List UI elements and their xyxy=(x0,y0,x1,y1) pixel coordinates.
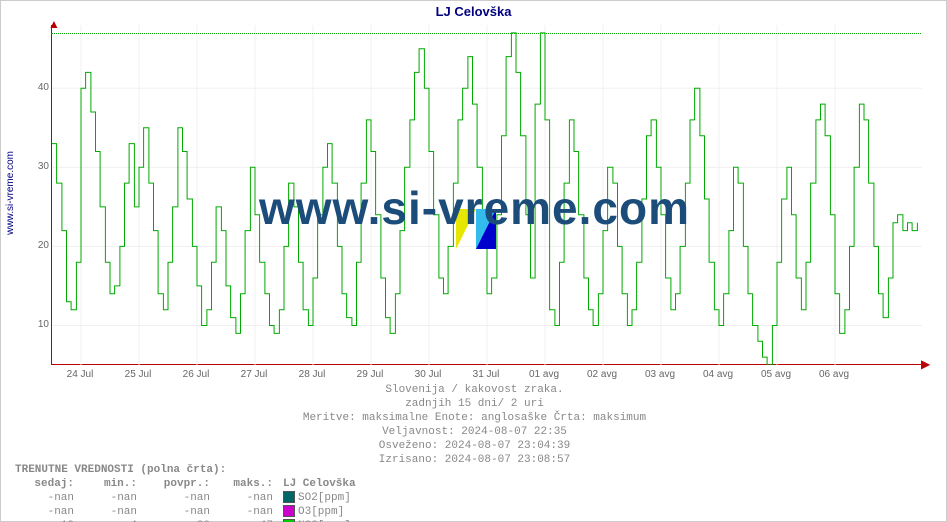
x-tick-label: 06 avg xyxy=(819,369,849,380)
swatch-icon xyxy=(283,491,295,503)
cell-avg: -nan xyxy=(141,491,214,505)
table-row: -nan -nan -nan -nan O3[ppm] xyxy=(15,505,360,519)
cell-max: -nan xyxy=(214,505,277,519)
swatch-icon xyxy=(283,505,295,517)
x-tick-label: 04 avg xyxy=(703,369,733,380)
values-table: TRENUTNE VREDNOSTI (polna črta): sedaj: … xyxy=(15,463,360,522)
x-axis-arrow: ▶ xyxy=(921,357,930,371)
cell-min: -nan xyxy=(78,491,141,505)
series-label: O3[ppm] xyxy=(298,506,344,518)
meta-line: Meritve: maksimalne Enote: anglosaške Čr… xyxy=(1,411,947,425)
cell-min: -nan xyxy=(78,505,141,519)
x-tick-label: 01 avg xyxy=(529,369,559,380)
x-tick-label: 05 avg xyxy=(761,369,791,380)
series-label: SO2[ppm] xyxy=(298,492,351,504)
meta-line: Osveženo: 2024-08-07 23:04:39 xyxy=(1,439,947,453)
threshold-line xyxy=(51,33,921,34)
left-axis-label: www.si-vreme.com xyxy=(5,151,19,235)
x-tick-label: 30 Jul xyxy=(415,369,442,380)
x-tick-label: 27 Jul xyxy=(241,369,268,380)
cell-avg: -nan xyxy=(141,505,214,519)
x-tick-label: 29 Jul xyxy=(357,369,384,380)
col-avg: povpr.: xyxy=(141,477,214,491)
col-station: LJ Celovška xyxy=(277,477,360,491)
metadata-block: Slovenija / kakovost zraka. zadnjih 15 d… xyxy=(1,383,947,467)
table-header: TRENUTNE VREDNOSTI (polna črta): xyxy=(15,463,360,477)
cell-now: -nan xyxy=(15,505,78,519)
y-tick-label: 10 xyxy=(29,319,49,330)
x-tick-label: 25 Jul xyxy=(125,369,152,380)
chart-frame: www.si-vreme.com LJ Celovška ▲ ▶ www.si-… xyxy=(0,0,947,522)
y-tick-label: 20 xyxy=(29,240,49,251)
chart-title: LJ Celovška xyxy=(1,1,946,22)
meta-line: zadnjih 15 dni/ 2 uri xyxy=(1,397,947,411)
col-min: min.: xyxy=(78,477,141,491)
col-max: maks.: xyxy=(214,477,277,491)
x-tick-label: 31 Jul xyxy=(473,369,500,380)
y-tick-label: 40 xyxy=(29,82,49,93)
table-row: -nan -nan -nan -nan SO2[ppm] xyxy=(15,491,360,505)
col-now: sedaj: xyxy=(15,477,78,491)
x-tick-label: 26 Jul xyxy=(183,369,210,380)
table-row-head: sedaj: min.: povpr.: maks.: LJ Celovška xyxy=(15,477,360,491)
x-tick-label: 28 Jul xyxy=(299,369,326,380)
meta-line: Veljavnost: 2024-08-07 22:35 xyxy=(1,425,947,439)
y-tick-label: 30 xyxy=(29,161,49,172)
cell-series: SO2[ppm] xyxy=(277,491,360,505)
cell-now: -nan xyxy=(15,491,78,505)
plot-area xyxy=(51,25,921,365)
x-tick-label: 24 Jul xyxy=(67,369,94,380)
plot-svg xyxy=(52,25,922,365)
cell-max: -nan xyxy=(214,491,277,505)
cell-series: O3[ppm] xyxy=(277,505,360,519)
x-tick-label: 03 avg xyxy=(645,369,675,380)
x-tick-label: 02 avg xyxy=(587,369,617,380)
meta-line: Slovenija / kakovost zraka. xyxy=(1,383,947,397)
